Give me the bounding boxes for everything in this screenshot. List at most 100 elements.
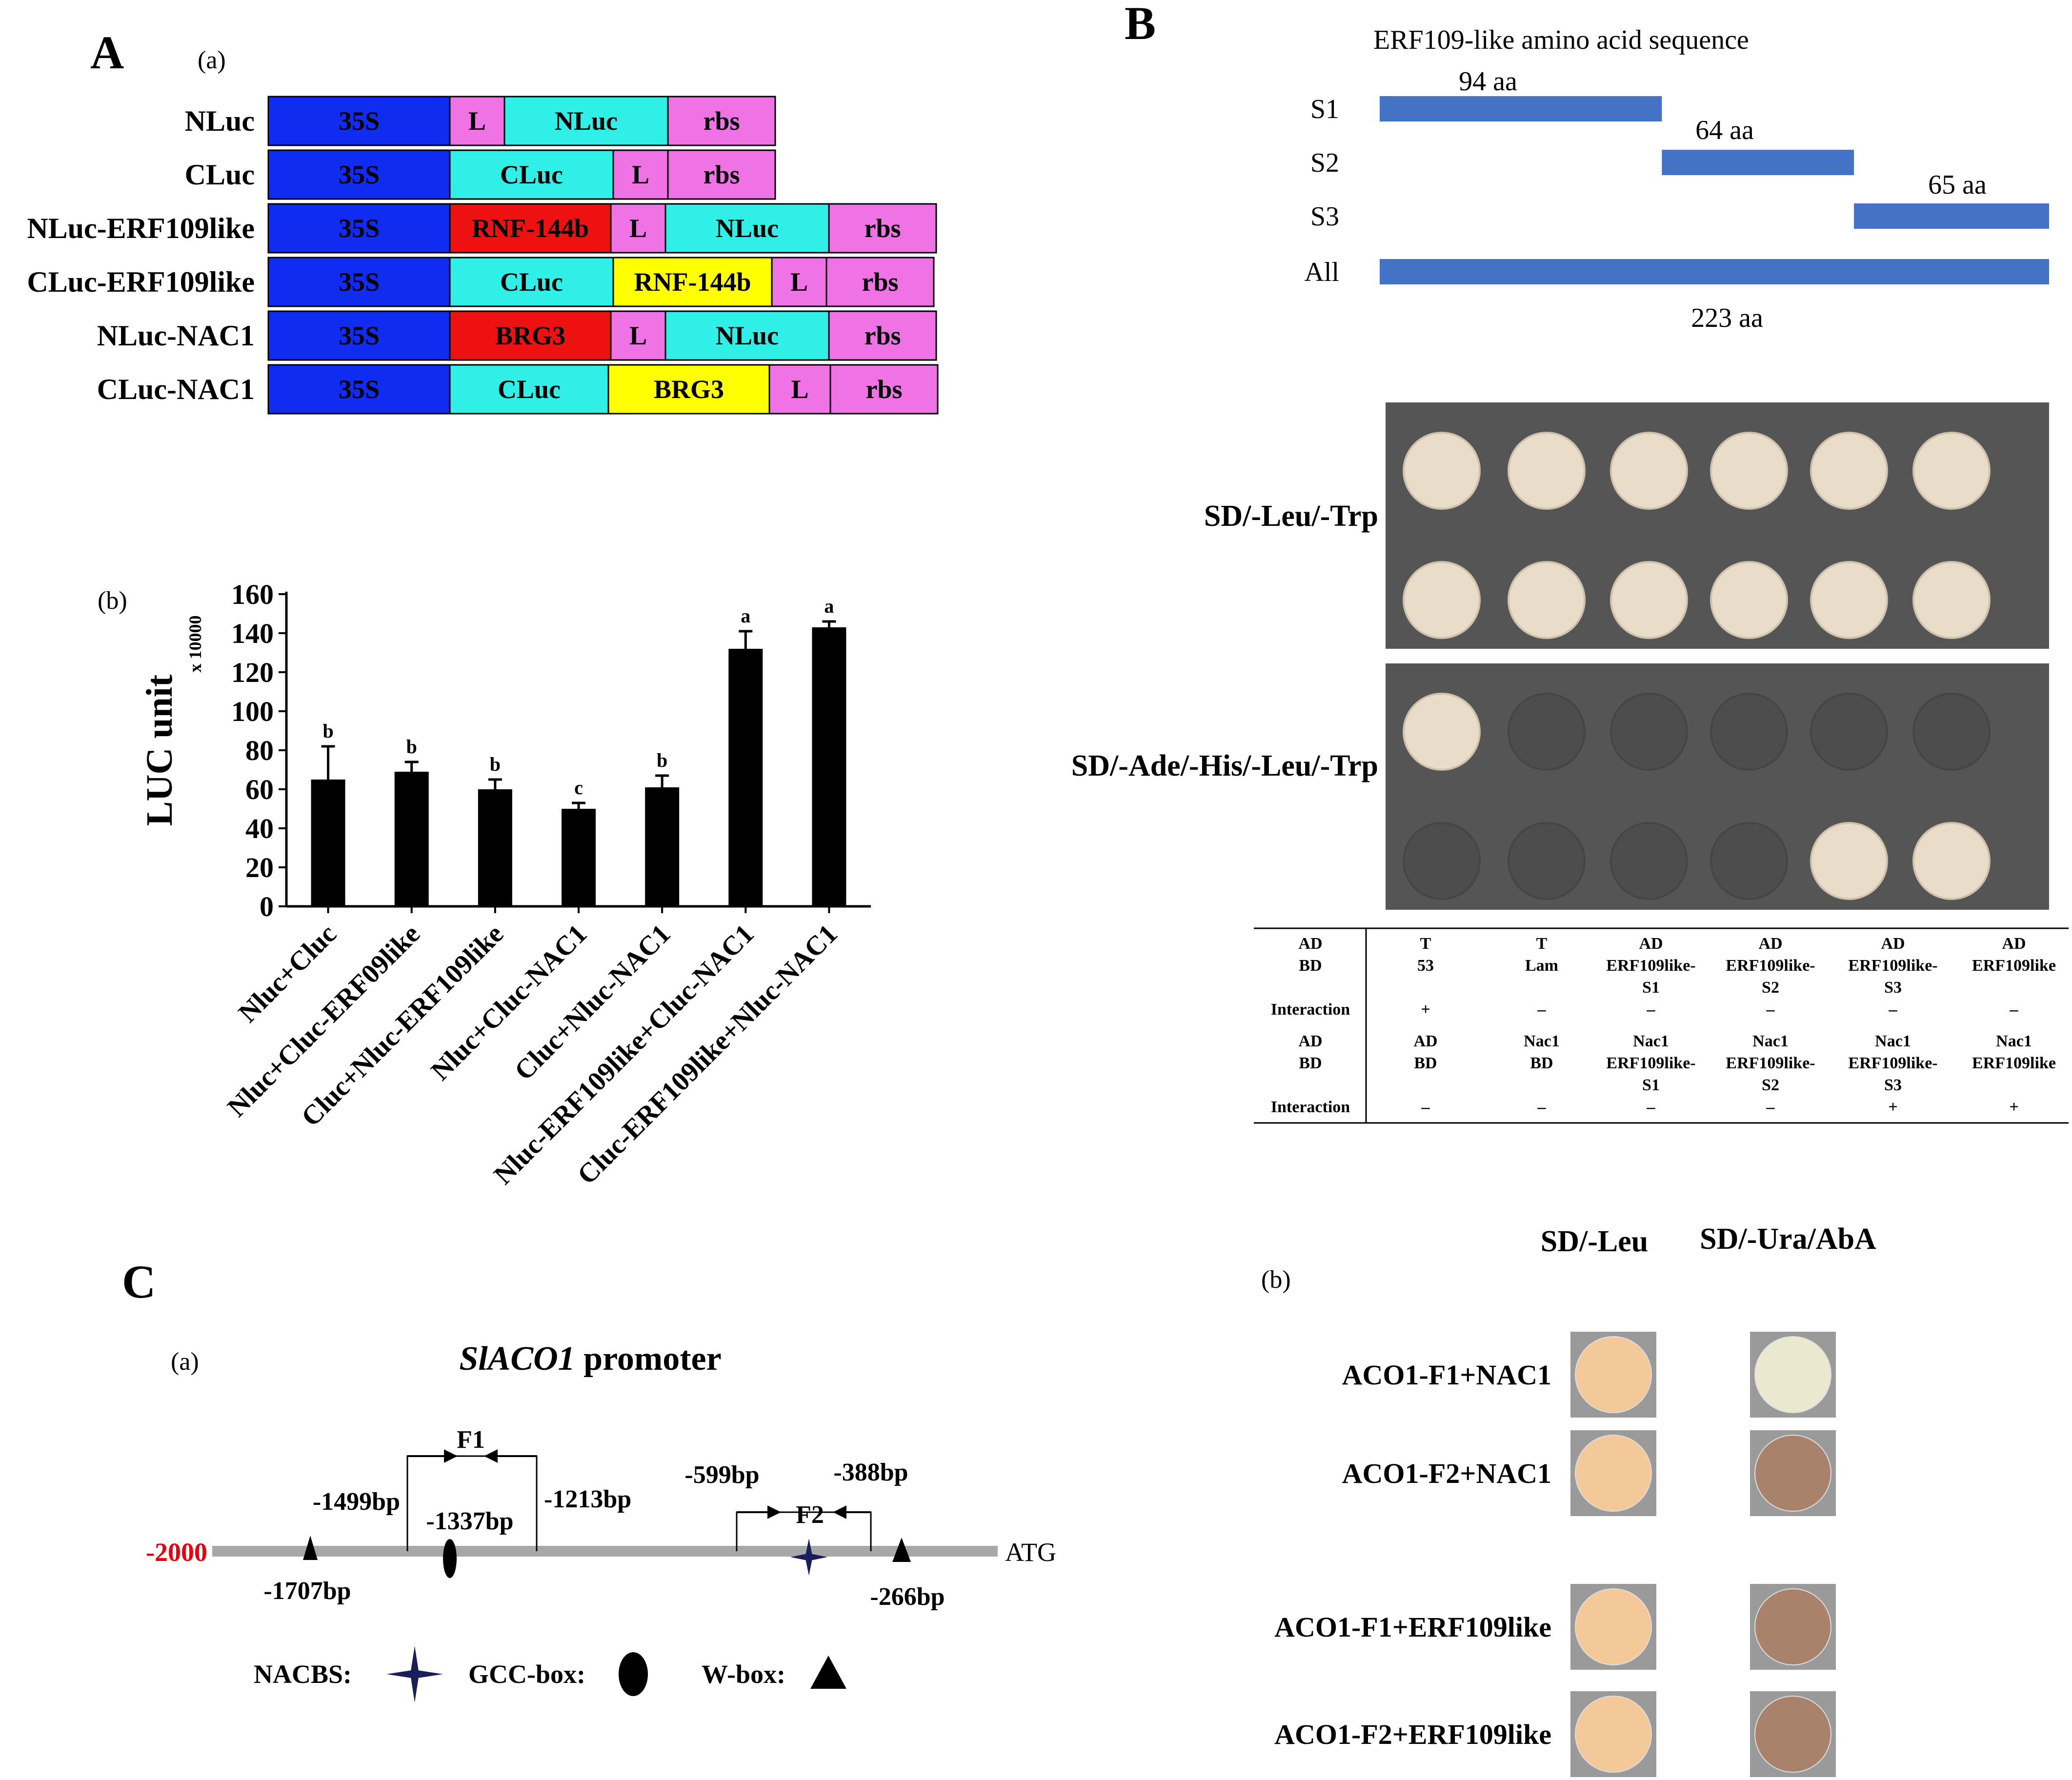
segment-name: S1 [1310,94,1339,124]
y-unit-label: x 10000 [185,616,205,673]
table-cell-interaction: – [1889,1000,1898,1019]
panel-a-label: A [90,26,124,79]
segment-length: 94 aa [1459,66,1517,97]
panel-c-sub-b: (b) [1261,1266,1291,1294]
construct-name: CLuc-ERF109like [27,266,255,298]
colony-growth [1912,561,1991,639]
colony-growth [1403,432,1481,510]
significance-letter: b [490,753,501,775]
table-cell-ad: AD [2002,935,2026,953]
table-cell-bd-segment: S3 [1884,979,1902,997]
table-cell-interaction: + [1421,1000,1430,1019]
construct-segment [612,149,669,200]
construct-segment [829,364,939,415]
segment-label: 35S [339,375,380,404]
colony-growth [1508,561,1586,639]
table-cell-bd: Lam [1525,957,1558,975]
fragment-bracket [406,1455,538,1551]
segment-label: CLuc [498,375,561,404]
y1h-panel: SD/-Leu SD/-Ura/AbA ACO1-F1+NAC1 ACO1-F2+NA… [1274,1222,1876,1777]
y-tick-label: 0 [260,891,274,922]
segment-label: L [632,160,649,189]
segment-label: RNF-144b [472,214,589,243]
construct-segment [449,149,614,200]
table-cell-interaction: – [1537,1000,1547,1019]
legend-label: GCC-box: [468,1660,585,1689]
table-cell-interaction: – [1537,1098,1547,1116]
bar [728,649,763,906]
fragment-name: F2 [796,1501,824,1529]
y1h-row-label: ACO1-F2+ERF109like [1274,1719,1551,1750]
site-position: -1707bp [263,1577,351,1605]
promoter-legend: NACBS: GCC-box: W-box: [254,1646,846,1702]
segment-name: S2 [1310,148,1339,178]
y-tick-label: 20 [245,852,274,883]
promoter-end: ATG [1005,1538,1056,1567]
table-cell-ad: Nac1 [1752,1032,1789,1050]
table-cell-bd: ERF109like- [1848,957,1937,975]
table-cell-bd-segment: S2 [1762,1076,1779,1094]
construct-segment [267,257,451,307]
x-tick-label: Nluc+Cluc-NAC1 [425,919,593,1086]
seq-title: ERF109-like amino acid sequence [1373,25,1749,55]
y-axis-label: LUC unit [139,675,180,826]
segment-label: RNF-144b [634,267,751,297]
table-cell-ad: Nac1 [1996,1032,2032,1050]
table-cell-bd-segment: S1 [1642,1076,1660,1094]
row-label-ad: AD [1298,1032,1322,1050]
table-cell-ad: AD [1758,935,1782,953]
panel-b-label: B [1125,0,1156,49]
colony-growth [1912,432,1991,510]
segment-label: 35S [339,160,380,189]
construct-segment [771,257,827,307]
y-tick-label: 160 [231,579,274,610]
construct-segment [267,203,451,254]
construct-segment [612,257,773,307]
table-cell-bd: ERF109like- [1848,1054,1937,1072]
table-cell-ad: T [1420,935,1431,953]
table-cell-bd: ERF109like- [1606,1054,1695,1072]
y1h-row-label: ACO1-F1+ERF109like [1274,1611,1551,1643]
x-tick-label: Cluc+Nluc-NAC1 [509,919,677,1086]
fragment-right: -1213bp [544,1485,631,1513]
construct-segment [825,257,935,307]
construct-segment [610,310,666,361]
gcc-box-ellipse-icon [443,1539,457,1578]
gcc-box-ellipse-icon [619,1652,648,1696]
table-cell-bd: ERF109like- [1606,957,1695,975]
table-cell-interaction: – [2010,1000,2019,1019]
colony-growth [1403,561,1481,639]
colony-no-growth [1710,822,1788,900]
colony-no-growth [1810,693,1888,771]
row-label-bd: BD [1299,1054,1322,1072]
significance-letter: b [657,749,667,771]
construct-segment [449,310,612,361]
segment-label: BRG3 [495,321,565,350]
segment-label: L [629,214,647,243]
site-position: -266bp [870,1583,945,1611]
table-cell-ad: Nac1 [1524,1032,1560,1050]
fragment-name: F1 [457,1426,485,1454]
table-cell-bd-segment: S1 [1642,979,1660,997]
segment-label: NLuc [555,106,618,136]
colony-growth [1575,1336,1652,1413]
construct-segment [267,149,451,200]
colony-no-growth [1610,693,1688,771]
colony-no-growth [1754,1435,1831,1512]
fragment-right: -388bp [833,1459,908,1486]
table-cell-interaction: – [1421,1098,1430,1116]
promoter-map: -2000 ATG F1 -1499bp -1213bp F2 -599bp -388bp -1… [146,1426,1056,1611]
panel-c-sub-a: (a) [171,1348,199,1376]
colony-growth [1610,561,1688,639]
medium-label: SD/-Leu/-Trp [1204,500,1378,533]
y1h-medium-label: SD/-Ura/AbA [1700,1222,1876,1256]
table-cell-bd: 53 [1417,957,1434,975]
nacbs-star-icon [386,1646,443,1702]
promoter-word: promoter [575,1340,722,1378]
colony-growth [1912,822,1991,900]
row-label-ad: AD [1298,935,1322,953]
construct-segment [664,310,830,361]
y1h-medium-label: SD/-Leu [1541,1225,1648,1258]
segment-length: 65 aa [1928,170,1987,200]
bar [812,627,846,906]
